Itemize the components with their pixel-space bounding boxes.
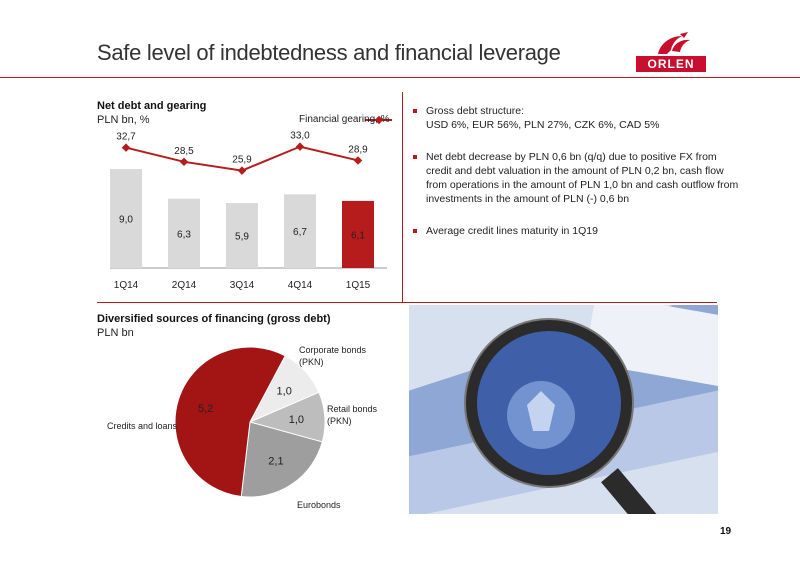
- pie-category-label: (PKN): [299, 357, 324, 367]
- bar-1q14: [110, 169, 142, 268]
- magnifier-banknote-photo: [409, 305, 718, 514]
- pie-category-label: Retail bonds: [327, 404, 378, 414]
- gearing-value-label: 33,0: [290, 131, 310, 142]
- bullet-net-debt: Net debt decrease by PLN 0,6 bn (q/q) du…: [413, 150, 743, 206]
- gearing-point: [295, 142, 305, 151]
- gearing-point: [353, 156, 363, 165]
- legend-marker: [374, 115, 384, 125]
- bar-value-label: 6,7: [293, 227, 307, 238]
- pie-value-label: 1,0: [289, 414, 304, 426]
- bar-chart-title: Net debt and gearing: [97, 100, 207, 112]
- pie-category-label: Credits and loans: [107, 421, 178, 431]
- gearing-point: [121, 143, 131, 152]
- bar-value-label: 6,1: [351, 230, 365, 241]
- pie-slice: [174, 346, 286, 498]
- horizontal-divider: [97, 302, 717, 303]
- pie-value-label: 2,1: [268, 456, 283, 468]
- page-number: 19: [720, 526, 732, 537]
- gearing-point: [179, 157, 189, 167]
- orlen-logo: ORLEN: [636, 30, 706, 74]
- bullet-text: Net debt decrease by PLN 0,6 bn (q/q) du…: [426, 151, 739, 205]
- bar-1q15: [342, 200, 374, 268]
- pie-value-label: 5,2: [198, 403, 213, 415]
- bar-chart-subtitle: PLN bn, %: [97, 114, 150, 126]
- magnifier-photo-icon: [409, 305, 718, 514]
- pie-chart-title: Diversified sources of financing (gross …: [97, 313, 331, 325]
- x-tick-label: 2Q14: [172, 280, 197, 291]
- bullet-text: Average credit lines maturity in 1Q19: [426, 225, 598, 237]
- pie-chart: 1,0 1,0 2,1 5,2 Corporate bonds (PKN) Retail b…: [107, 345, 378, 510]
- gearing-value-label: 28,9: [348, 144, 368, 155]
- gearing-value-label: 32,7: [116, 132, 136, 143]
- gearing-value-label: 28,5: [174, 146, 194, 157]
- pie-category-label: (PKN): [327, 416, 352, 426]
- pie-category-label: Corporate bonds: [299, 345, 367, 355]
- pie-chart-subtitle: PLN bn: [97, 327, 134, 339]
- gearing-legend-label: Financial gearing, %: [299, 114, 390, 125]
- bar-2q14: [168, 198, 200, 268]
- bar-chart: 9,0 1Q14 6,3 2Q14 5,9 3Q14 6,7 4Q14 6,1 1Q15 32,7 2…: [110, 115, 392, 291]
- bullet-text-line2: USD 6%, EUR 56%, PLN 27%, CZK 6%, CAD 5%: [426, 119, 660, 131]
- bar-3q14: [226, 203, 258, 268]
- bullet-gross-debt: Gross debt structure: USD 6%, EUR 56%, P…: [413, 104, 743, 132]
- commentary-bullets: Gross debt structure: USD 6%, EUR 56%, P…: [413, 104, 743, 256]
- page-title: Safe level of indebtedness and financial…: [97, 40, 561, 65]
- gearing-value-label: 25,9: [232, 155, 252, 166]
- bar-value-label: 5,9: [235, 232, 249, 243]
- x-tick-label: 4Q14: [288, 280, 313, 291]
- bullet-maturity: Average credit lines maturity in 1Q19: [413, 224, 743, 238]
- title-underline: [0, 77, 800, 78]
- gearing-point: [237, 166, 247, 175]
- bar-value-label: 6,3: [177, 229, 191, 240]
- bar-value-label: 9,0: [119, 215, 133, 226]
- x-tick-label: 1Q14: [114, 280, 139, 291]
- bar-4q14: [284, 194, 316, 268]
- x-tick-label: 1Q15: [346, 280, 371, 291]
- pie-slice: [240, 421, 323, 498]
- x-tick-label: 3Q14: [230, 280, 255, 291]
- pie-value-label: 1,0: [277, 385, 292, 397]
- bullet-text: Gross debt structure:: [426, 105, 525, 117]
- pie-category-label: Eurobonds: [297, 500, 341, 510]
- orlen-eagle-icon: [658, 32, 690, 54]
- orlen-logo-text: ORLEN: [636, 56, 706, 72]
- vertical-divider: [402, 92, 403, 302]
